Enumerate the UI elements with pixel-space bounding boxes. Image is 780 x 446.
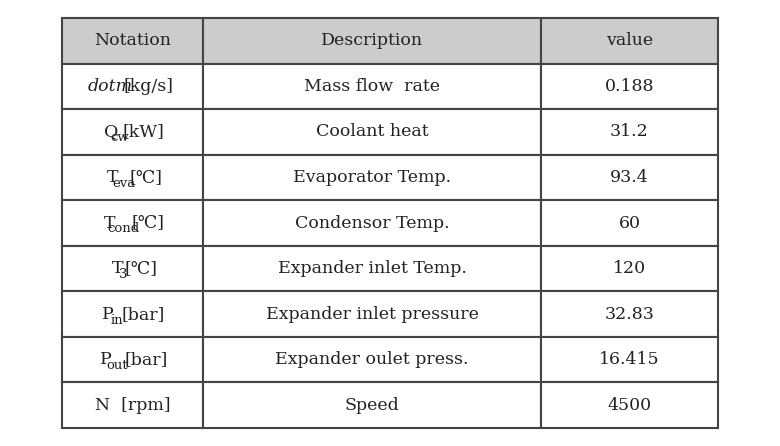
Bar <box>541 337 718 382</box>
Text: [℃]: [℃] <box>132 215 165 231</box>
Bar <box>62 155 203 200</box>
Text: Description: Description <box>321 32 423 49</box>
Text: Condensor Temp.: Condensor Temp. <box>295 215 449 231</box>
Bar <box>541 64 718 109</box>
Text: T: T <box>112 260 123 277</box>
Text: value: value <box>606 32 653 49</box>
Text: Q: Q <box>105 124 119 140</box>
Bar <box>62 382 203 428</box>
Bar <box>203 382 541 428</box>
Text: out: out <box>106 359 128 372</box>
Text: 3: 3 <box>119 268 128 281</box>
Text: 31.2: 31.2 <box>610 124 649 140</box>
Bar <box>203 337 541 382</box>
Text: T: T <box>104 215 115 231</box>
Bar <box>541 18 718 64</box>
Text: [kW]: [kW] <box>122 124 164 140</box>
Text: 60: 60 <box>619 215 640 231</box>
Bar <box>541 109 718 155</box>
Bar <box>541 200 718 246</box>
Text: [bar]: [bar] <box>124 351 168 368</box>
Text: 4500: 4500 <box>608 397 651 414</box>
Text: [℃]: [℃] <box>129 169 162 186</box>
Text: 120: 120 <box>613 260 646 277</box>
Text: Evaporator Temp.: Evaporator Temp. <box>293 169 451 186</box>
Bar <box>203 155 541 200</box>
Bar <box>203 246 541 291</box>
Bar <box>62 246 203 291</box>
Bar <box>541 246 718 291</box>
Text: T: T <box>107 169 118 186</box>
Text: cw: cw <box>111 131 129 145</box>
Text: 0.188: 0.188 <box>604 78 654 95</box>
Bar <box>62 200 203 246</box>
Text: Mass flow  rate: Mass flow rate <box>304 78 440 95</box>
Bar <box>203 109 541 155</box>
Bar <box>541 291 718 337</box>
Bar <box>203 200 541 246</box>
Bar <box>62 337 203 382</box>
Text: P: P <box>100 351 112 368</box>
Text: [bar]: [bar] <box>122 306 165 322</box>
Text: 93.4: 93.4 <box>610 169 649 186</box>
Text: P: P <box>102 306 114 322</box>
Text: [℃]: [℃] <box>124 260 157 277</box>
Bar <box>203 64 541 109</box>
Text: Expander inlet pressure: Expander inlet pressure <box>265 306 478 322</box>
Text: 16.415: 16.415 <box>599 351 660 368</box>
Bar <box>62 18 203 64</box>
Text: 32.83: 32.83 <box>604 306 654 322</box>
Bar <box>541 155 718 200</box>
Text: [kg/s]: [kg/s] <box>123 78 173 95</box>
Text: N  [rpm]: N [rpm] <box>94 397 170 414</box>
Text: Expander oulet press.: Expander oulet press. <box>275 351 469 368</box>
Bar <box>203 291 541 337</box>
Text: cond: cond <box>108 223 140 235</box>
Text: Notation: Notation <box>94 32 171 49</box>
Text: Expander inlet Temp.: Expander inlet Temp. <box>278 260 466 277</box>
Bar <box>62 291 203 337</box>
Bar <box>203 18 541 64</box>
Text: dotm: dotm <box>87 78 133 95</box>
Text: in: in <box>111 314 123 326</box>
Bar <box>541 382 718 428</box>
Text: eva: eva <box>112 177 135 190</box>
Text: Coolant heat: Coolant heat <box>316 124 428 140</box>
Bar <box>62 109 203 155</box>
Bar <box>62 64 203 109</box>
Text: Speed: Speed <box>345 397 399 414</box>
